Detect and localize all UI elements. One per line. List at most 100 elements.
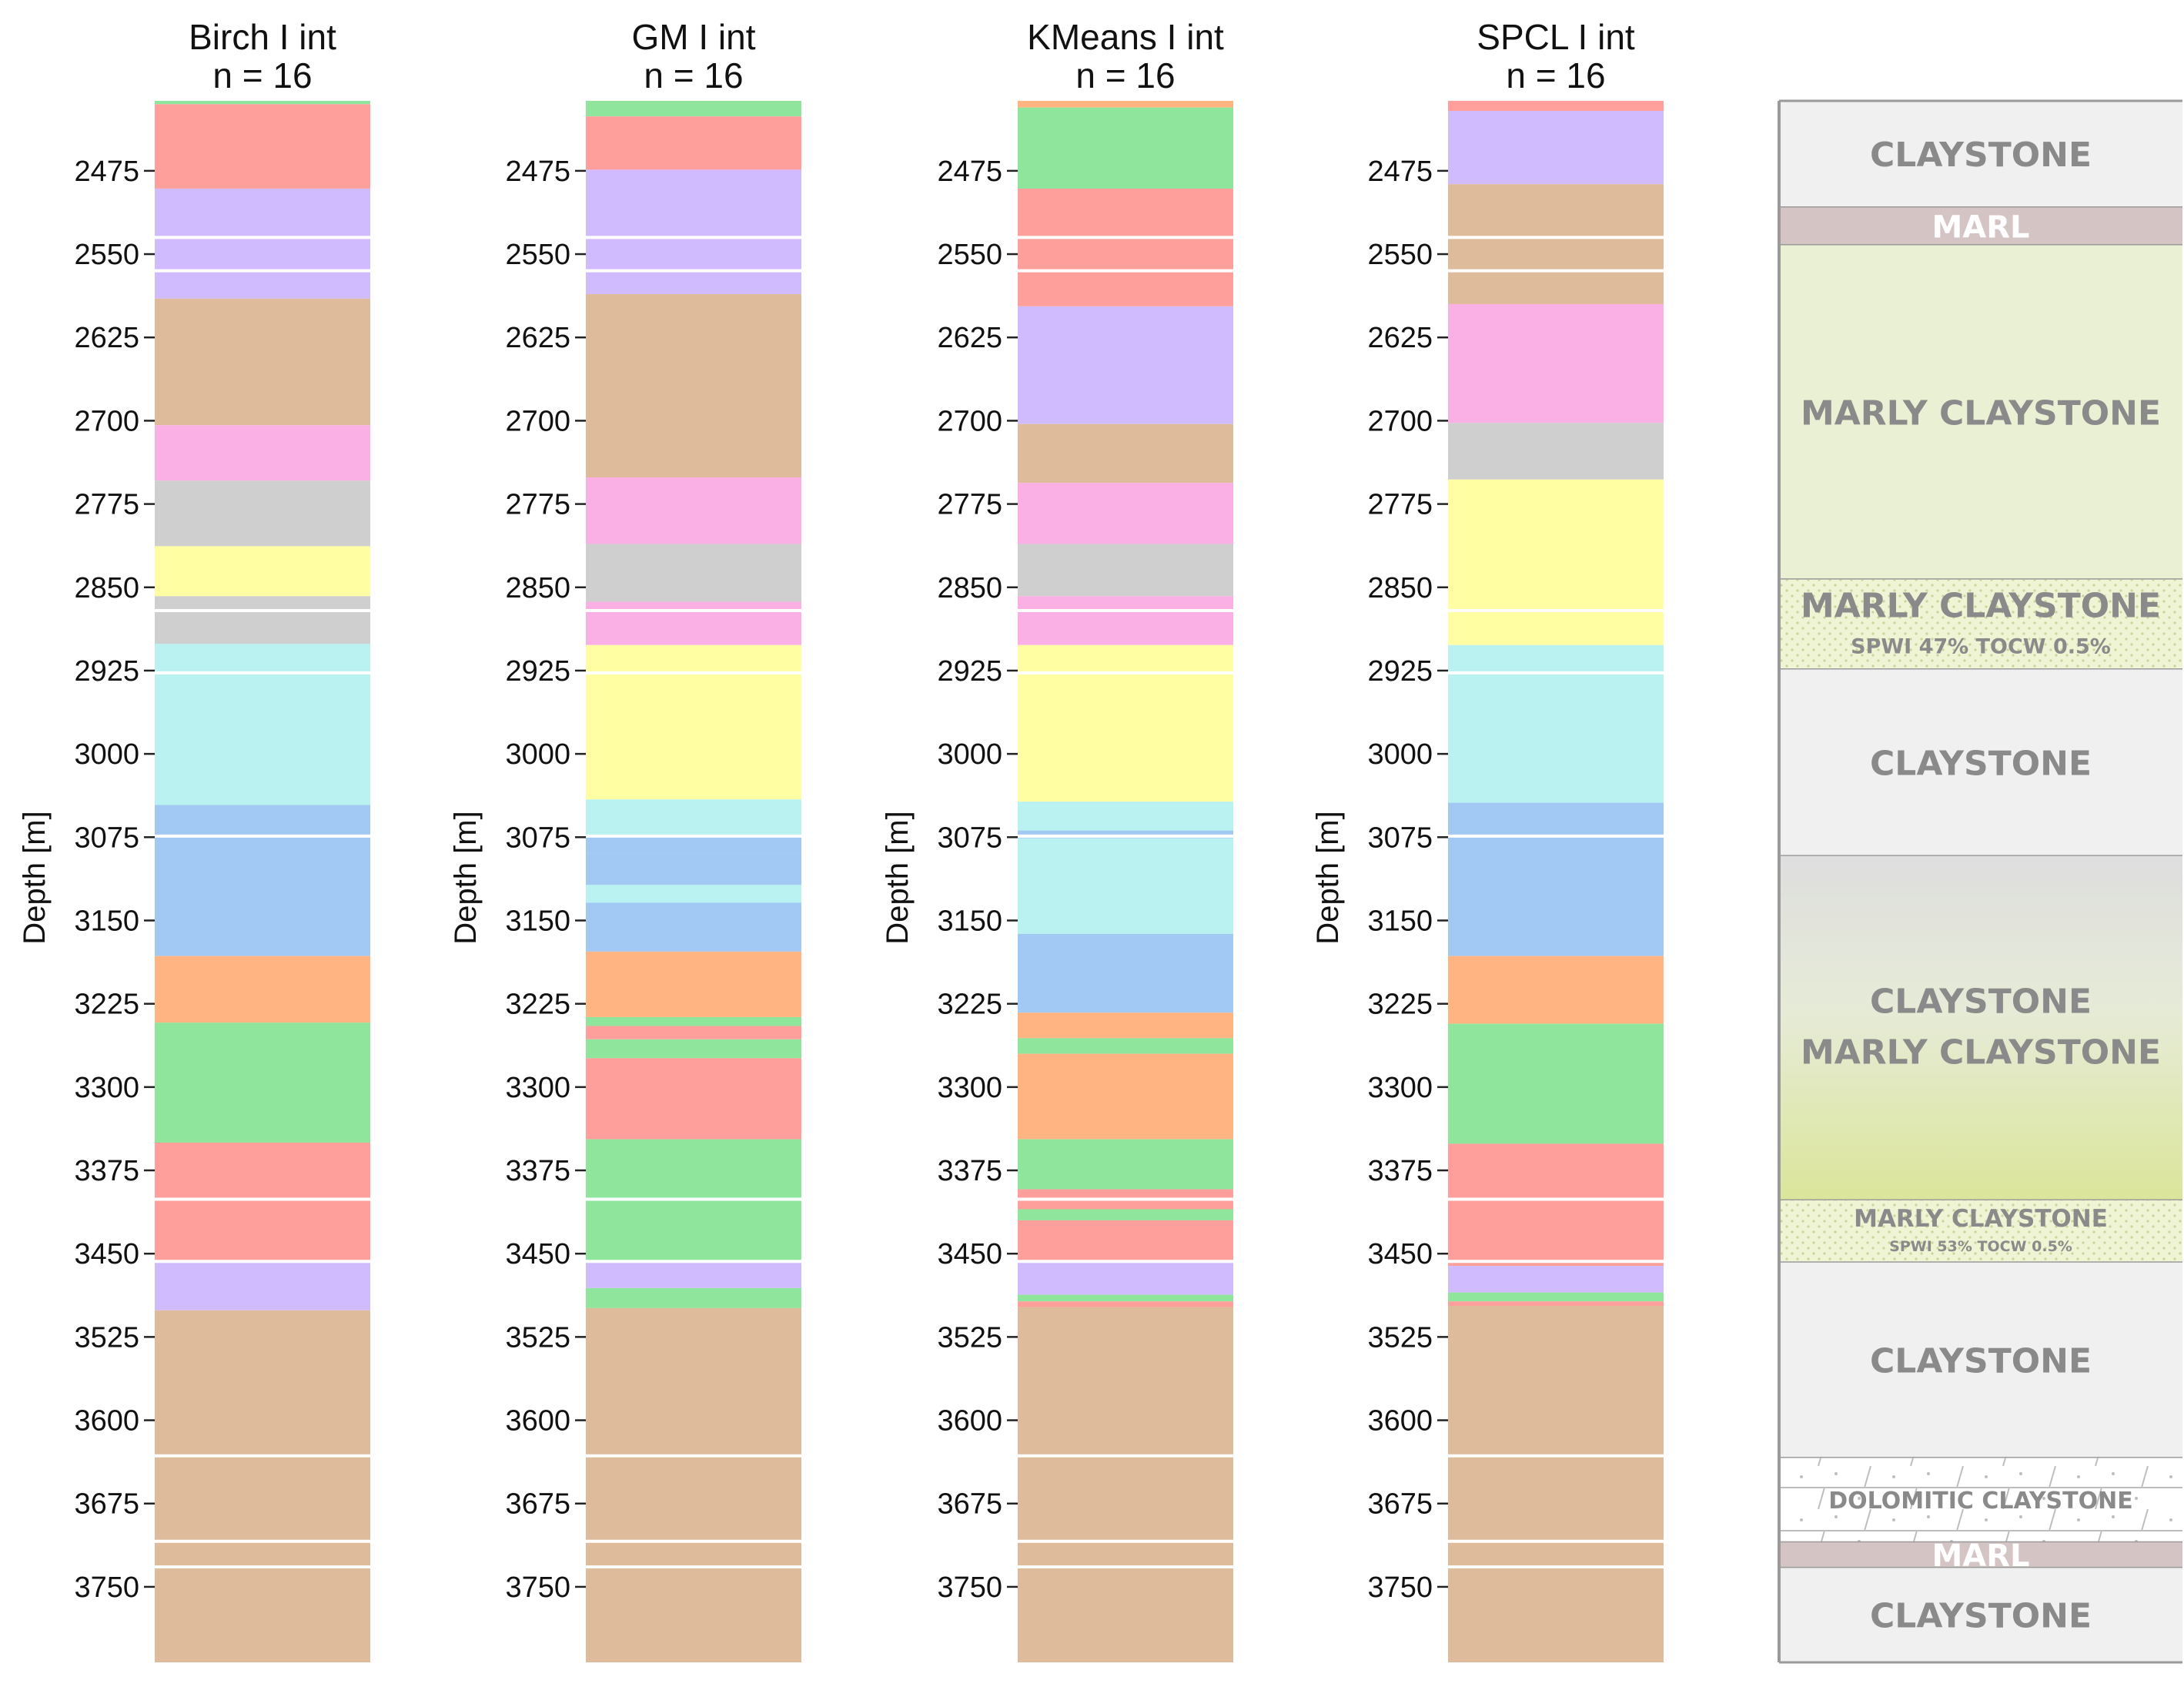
lithology-unit: MARLY CLAYSTONE SPWI 53% TOCW 0.5% (1779, 1200, 2182, 1264)
cluster-interval (586, 885, 801, 903)
cluster-interval (155, 805, 370, 956)
y-tick-label: 3675 (1367, 1488, 1433, 1521)
cluster-interval (586, 101, 801, 117)
lithology-unit: MARL (1779, 207, 2182, 247)
lithology-note: SPWI 53% TOCW 0.5% (1889, 1238, 2072, 1255)
y-tick-label: 2550 (937, 239, 1002, 271)
cluster-interval (155, 644, 370, 805)
y-tick-label: 2625 (1367, 322, 1433, 354)
y-tick-label: 2925 (1367, 655, 1433, 688)
y-tick-label: 3450 (1367, 1238, 1433, 1270)
cluster-interval (1448, 1023, 1664, 1144)
cluster-interval (1018, 1220, 1233, 1262)
y-axis-label: Depth [m] (18, 811, 52, 944)
lithology-fill (1779, 1262, 2182, 1458)
dotted-pattern (1779, 579, 2182, 670)
y-tick-label: 2925 (505, 655, 570, 688)
y-tick-label: 2850 (1367, 572, 1433, 604)
y-tick-label: 3300 (505, 1072, 570, 1104)
panel-title: Birch I int (189, 17, 336, 57)
y-tick-label: 3600 (505, 1405, 570, 1438)
cluster-interval (155, 298, 370, 426)
panel-subtitle: n = 16 (1506, 55, 1605, 95)
cluster-interval (1018, 107, 1233, 189)
lithology-unit: DOLOMITIC CLAYSTONE (1779, 1458, 2182, 1544)
cluster-interval (586, 902, 801, 952)
y-tick-label: 3150 (937, 905, 1002, 937)
cluster-interval (155, 1023, 370, 1143)
y-axis-label: Depth [m] (449, 811, 483, 944)
cluster-interval (1018, 644, 1233, 802)
y-tick-label: 2475 (937, 156, 1002, 188)
cluster-interval (1448, 1305, 1664, 1662)
lithology-fill (1779, 207, 2182, 246)
y-tick-label: 3000 (937, 738, 1002, 771)
y-tick-label: 3450 (505, 1238, 570, 1270)
y-tick-label: 3000 (74, 738, 139, 771)
lithology-label: MARL (1931, 209, 2029, 245)
y-tick-label: 3525 (1367, 1321, 1433, 1354)
cluster-interval (1018, 933, 1233, 1013)
cluster-interval (1018, 544, 1233, 597)
y-tick-label: 3000 (505, 738, 570, 771)
cluster-interval (155, 1262, 370, 1310)
cluster-interval (586, 601, 801, 645)
cluster-interval (586, 644, 801, 800)
cluster-interval (155, 188, 370, 299)
cluster-interval (586, 293, 801, 477)
lithology-fill (1779, 101, 2182, 208)
y-tick-label: 3750 (1367, 1572, 1433, 1604)
cluster-interval (586, 477, 801, 544)
cluster-interval (1448, 110, 1664, 185)
cluster-interval (1448, 1301, 1664, 1306)
cluster-interval (1018, 830, 1233, 838)
cluster-interval (1448, 1143, 1664, 1267)
cluster-interval (1448, 644, 1664, 803)
cluster-interval (586, 544, 801, 602)
lithology-label: CLAYSTONE (1870, 1342, 2092, 1381)
cluster-interval (1448, 423, 1664, 480)
lithology-fill (1779, 855, 2182, 1200)
cluster-interval (1448, 101, 1664, 111)
y-tick-label: 2700 (505, 405, 570, 437)
panel-title: SPCL I int (1477, 17, 1635, 57)
y-tick-label: 3300 (1367, 1072, 1433, 1104)
cluster-interval (1018, 1053, 1233, 1140)
cluster-interval (155, 425, 370, 481)
lithology-label: MARLY CLAYSTONE (1801, 393, 2161, 433)
y-tick-label: 2850 (937, 572, 1002, 604)
y-tick-label: 3450 (937, 1238, 1002, 1270)
cluster-interval (1018, 1301, 1233, 1307)
cluster-interval (586, 1058, 801, 1140)
y-tick-label: 3600 (74, 1405, 139, 1438)
cluster-interval (586, 1287, 801, 1308)
lithology-unit: CLAYSTONE (1779, 669, 2182, 858)
cluster-interval (1018, 838, 1233, 934)
cluster-interval (1018, 188, 1233, 306)
y-tick-label: 3750 (74, 1572, 139, 1604)
y-tick-label: 3075 (937, 822, 1002, 854)
lithology-label: MARLY CLAYSTONE (1854, 1205, 2108, 1233)
lithology-fill (1779, 245, 2182, 580)
y-tick-label: 2700 (74, 405, 139, 437)
y-tick-label: 2925 (937, 655, 1002, 688)
y-tick-label: 3750 (505, 1572, 570, 1604)
y-tick-label: 2625 (74, 322, 139, 354)
y-tick-label: 2850 (505, 572, 570, 604)
cluster-interval (1018, 1139, 1233, 1190)
y-tick-label: 2475 (74, 156, 139, 188)
y-tick-label: 3450 (74, 1238, 139, 1270)
cluster-interval (586, 853, 801, 885)
panel-title: KMeans I int (1027, 17, 1224, 57)
y-tick-label: 3525 (937, 1321, 1002, 1354)
y-tick-label: 3075 (1367, 822, 1433, 854)
cluster-interval (586, 1307, 801, 1662)
cluster-interval (586, 799, 801, 836)
y-tick-label: 2775 (1367, 489, 1433, 521)
y-tick-label: 3750 (937, 1572, 1002, 1604)
